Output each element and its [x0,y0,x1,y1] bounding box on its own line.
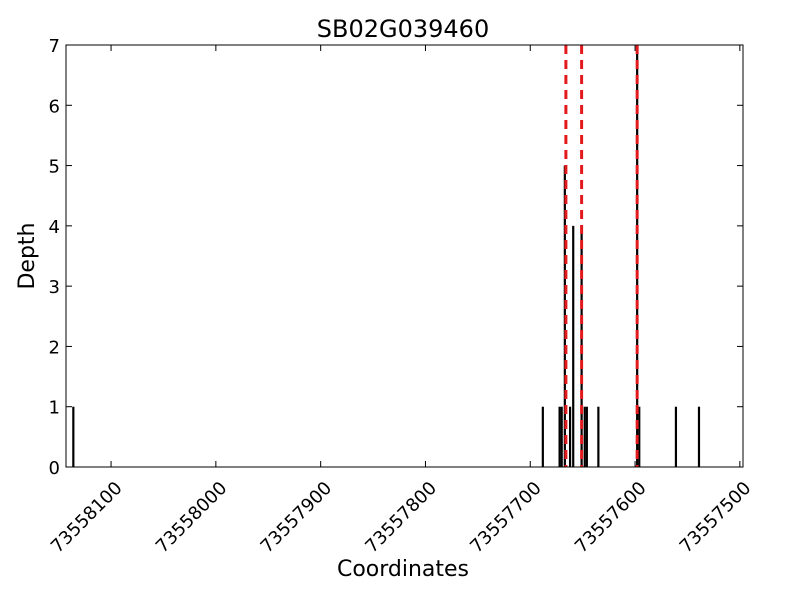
x-tick-label: 73558100 [47,478,127,558]
chart-title: SB02G039460 [317,15,489,43]
y-tick-label: 1 [49,398,60,419]
reference-lines [564,45,639,467]
bar-series [72,45,701,467]
y-tick-label: 5 [49,157,60,178]
x-tick-label: 73557500 [676,478,756,558]
x-tick-label: 73557800 [361,478,441,558]
x-tick-label: 73558000 [152,478,232,558]
y-tick-label: 3 [49,277,60,298]
x-axis-label: Coordinates [337,557,469,582]
y-axis-ticks: 0 1 2 3 4 5 6 7 [49,36,743,479]
y-tick-label: 0 [49,458,60,479]
y-tick-label: 4 [49,217,60,238]
y-tick-label: 7 [49,36,60,57]
x-tick-label: 73557700 [466,478,546,558]
x-axis-ticks: 73558100 73558000 73557900 73557800 73557700… [47,45,755,557]
y-axis-label: Depth [15,222,40,289]
y-tick-label: 2 [49,337,60,358]
x-tick-label: 73557600 [571,478,651,558]
plot-frame [65,44,744,468]
x-tick-label: 73557900 [257,478,337,558]
y-tick-label: 6 [49,96,60,117]
